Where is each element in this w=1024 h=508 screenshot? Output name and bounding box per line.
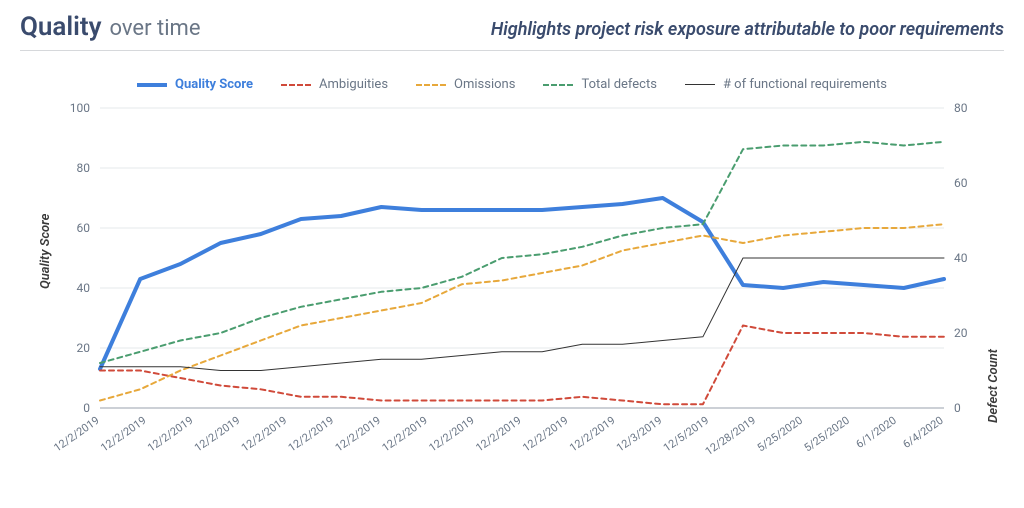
legend-item: Quality Score [137,77,253,92]
title: Quality over time [20,12,201,42]
legend-label: Total defects [581,77,657,92]
x-tick-label: 12/2/2019 [567,414,617,455]
svg-text:60: 60 [954,176,968,190]
y-axis-left-label: Quality Score [38,214,53,289]
y-axis-right-label: Defect Count [986,349,1001,423]
x-tick-label: 12/2/2019 [520,414,570,455]
legend-label: Ambiguities [319,77,388,92]
x-tick-label: 6/4/2020 [900,414,945,451]
legend: Quality Score Ambiguities Omissions Total d… [20,59,1004,98]
svg-text:40: 40 [954,251,968,265]
legend-item: # of functional requirements [685,77,887,92]
legend-label: Quality Score [175,77,253,92]
x-tick-label: 12/28/2019 [703,414,758,458]
x-tick-label: 6/1/2020 [854,414,899,451]
x-tick-label: 12/2/2019 [333,414,383,455]
svg-text:80: 80 [77,161,91,175]
title-sub: over time [110,16,201,41]
chart-area: Quality Score Ambiguities Omissions Total d… [20,59,1004,479]
legend-label: Omissions [454,77,515,92]
x-tick-label: 12/2/2019 [145,414,195,455]
x-tick-label: 12/2/2019 [473,414,523,455]
svg-text:0: 0 [83,401,90,415]
x-tick-label: 12/2/2019 [426,414,476,455]
x-tick-label: 12/2/2019 [286,414,336,455]
svg-text:0: 0 [954,401,961,415]
legend-swatch [137,83,167,87]
x-tick-label: 12/2/2019 [239,414,289,455]
legend-swatch [543,84,573,86]
legend-label: # of functional requirements [723,77,887,92]
svg-text:20: 20 [954,326,968,340]
svg-text:60: 60 [77,221,91,235]
legend-item: Omissions [416,77,515,92]
series-line [100,326,944,405]
x-tick-label: 12/2/2019 [192,414,242,455]
x-tick-label: 12/3/2019 [614,414,664,455]
line-chart: 02040608010002040608012/2/201912/2/20191… [20,98,1004,478]
svg-text:100: 100 [70,101,90,115]
x-tick-label: 12/2/2019 [98,414,148,455]
series-line [100,224,944,400]
x-tick-label: 5/25/2020 [802,414,852,455]
svg-text:40: 40 [77,281,91,295]
svg-text:20: 20 [77,341,91,355]
series-line [100,142,944,363]
page-root: Quality over time Highlights project ris… [0,0,1024,508]
x-tick-label: 5/25/2020 [755,414,805,455]
subtitle: Highlights project risk exposure attribu… [491,19,1004,40]
legend-item: Total defects [543,77,657,92]
series-line [100,198,944,369]
header: Quality over time Highlights project ris… [20,12,1004,51]
svg-text:80: 80 [954,101,968,115]
x-tick-label: 12/2/2019 [380,414,430,455]
title-main: Quality [20,12,102,42]
legend-swatch [416,84,446,86]
legend-swatch [281,84,311,86]
legend-item: Ambiguities [281,77,388,92]
legend-swatch [685,84,715,85]
x-tick-label: 12/2/2019 [51,414,101,455]
